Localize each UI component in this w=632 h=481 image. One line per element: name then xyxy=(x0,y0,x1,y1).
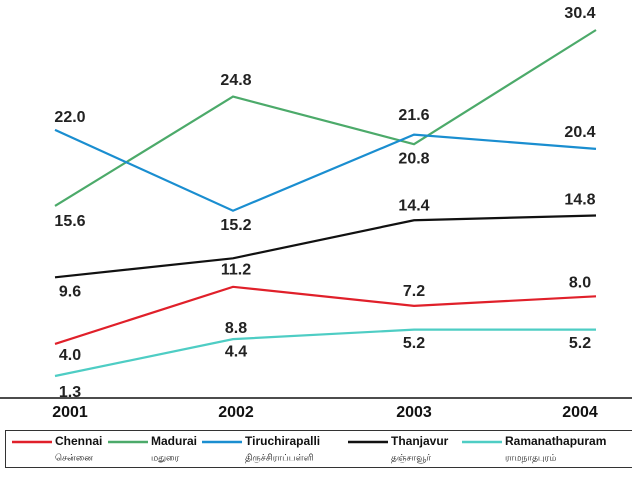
legend-sublabel: சென்னை xyxy=(55,454,93,464)
x-tick-label: 2004 xyxy=(562,404,598,421)
data-label: 7.2 xyxy=(403,283,425,300)
data-label: 15.2 xyxy=(220,217,251,234)
data-label: 15.6 xyxy=(54,213,85,230)
data-label: 5.2 xyxy=(569,335,591,352)
x-tick-label: 2002 xyxy=(218,404,254,421)
legend-label: Ramanathapuram xyxy=(505,434,606,448)
x-tick-label: 2003 xyxy=(396,404,432,421)
data-label: 24.8 xyxy=(220,72,251,89)
legend-sublabel: தஞ்சாவூர் xyxy=(391,454,431,464)
x-tick-label: 2001 xyxy=(52,404,88,421)
legend-sublabel: திருச்சிராப்பள்ளி xyxy=(245,454,314,464)
data-label: 30.4 xyxy=(564,5,595,22)
data-label: 14.4 xyxy=(398,197,429,214)
legend-label: Madurai xyxy=(151,434,197,448)
legend-label: Tiruchirapalli xyxy=(245,434,320,448)
data-label: 8.8 xyxy=(225,320,247,337)
data-label: 9.6 xyxy=(59,284,81,301)
data-label: 5.2 xyxy=(403,335,425,352)
series-line xyxy=(54,328,596,378)
data-label: 22.0 xyxy=(54,109,85,126)
series-line xyxy=(54,29,597,207)
legend-sublabel: ராமநாதபுரம் xyxy=(505,454,557,464)
series-line xyxy=(54,128,597,212)
data-label: 1.3 xyxy=(59,384,81,401)
data-label: 20.8 xyxy=(398,150,429,167)
data-label: 11.2 xyxy=(221,262,251,279)
data-label: 20.4 xyxy=(564,124,595,141)
data-label: 8.0 xyxy=(569,275,591,292)
data-label: 21.6 xyxy=(398,107,429,124)
series-line xyxy=(54,214,597,279)
data-label: 4.4 xyxy=(225,343,247,360)
data-label: 14.8 xyxy=(564,192,595,209)
legend-sublabel: மதுரை xyxy=(151,454,180,464)
series-line xyxy=(54,285,597,345)
legend-box xyxy=(5,430,632,468)
data-label: 4.0 xyxy=(59,347,81,364)
legend-label: Thanjavur xyxy=(391,434,449,448)
legend-label: Chennai xyxy=(55,434,102,448)
